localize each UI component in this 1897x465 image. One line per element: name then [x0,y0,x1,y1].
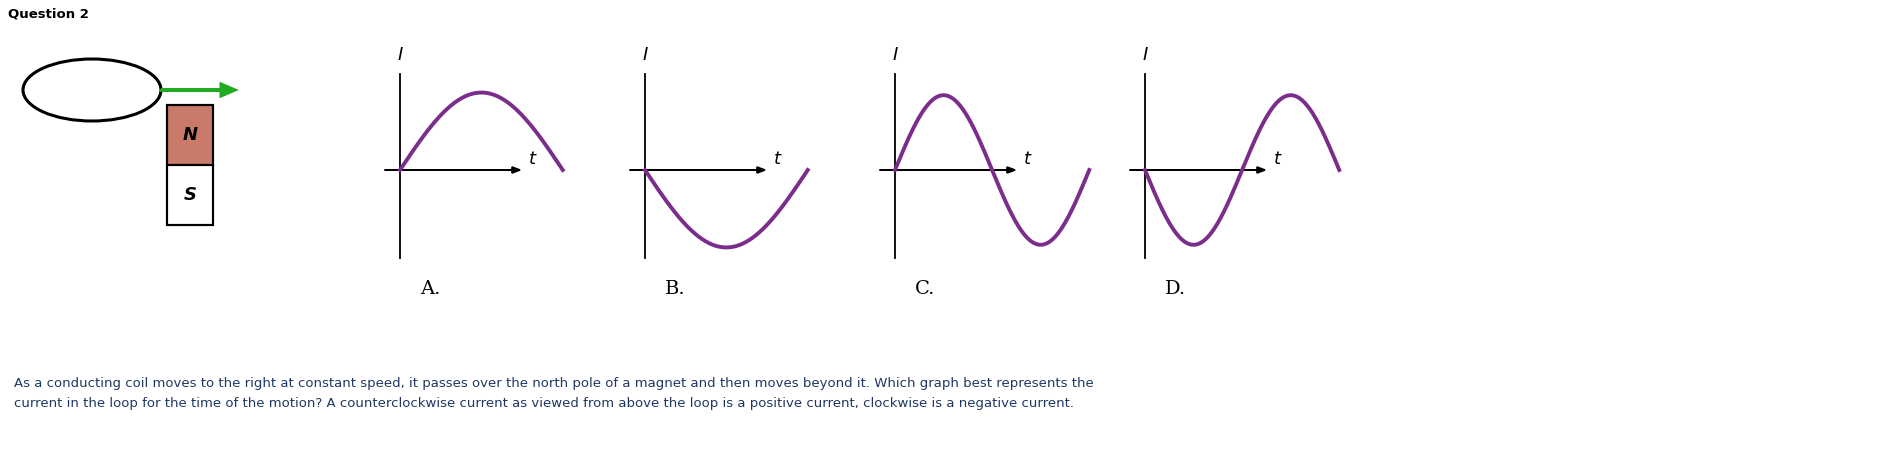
FancyArrow shape [161,84,235,96]
FancyArrow shape [630,167,764,173]
Text: t: t [1275,150,1280,168]
Text: A.: A. [419,280,440,298]
Bar [167,105,212,165]
Text: I: I [1142,46,1148,64]
Text: S: S [184,186,197,204]
Text: B.: B. [664,280,685,298]
Text: t: t [529,150,537,168]
Text: I: I [643,46,647,64]
Bar [167,105,212,225]
Text: C.: C. [914,280,935,298]
Text: I: I [396,46,402,64]
Text: t: t [1024,150,1030,168]
Text: t: t [774,150,782,168]
Text: N: N [182,126,197,144]
FancyArrow shape [1131,167,1265,173]
FancyArrow shape [880,167,1015,173]
Bar [167,165,212,225]
FancyArrow shape [385,167,520,173]
Text: As a conducting coil moves to the right at constant speed, it passes over the no: As a conducting coil moves to the right … [13,377,1095,390]
Text: current in the loop for the time of the motion? A counterclockwise current as vi: current in the loop for the time of the … [13,397,1074,410]
Text: I: I [892,46,897,64]
Text: D.: D. [1165,280,1186,298]
Text: Question 2: Question 2 [8,8,89,21]
